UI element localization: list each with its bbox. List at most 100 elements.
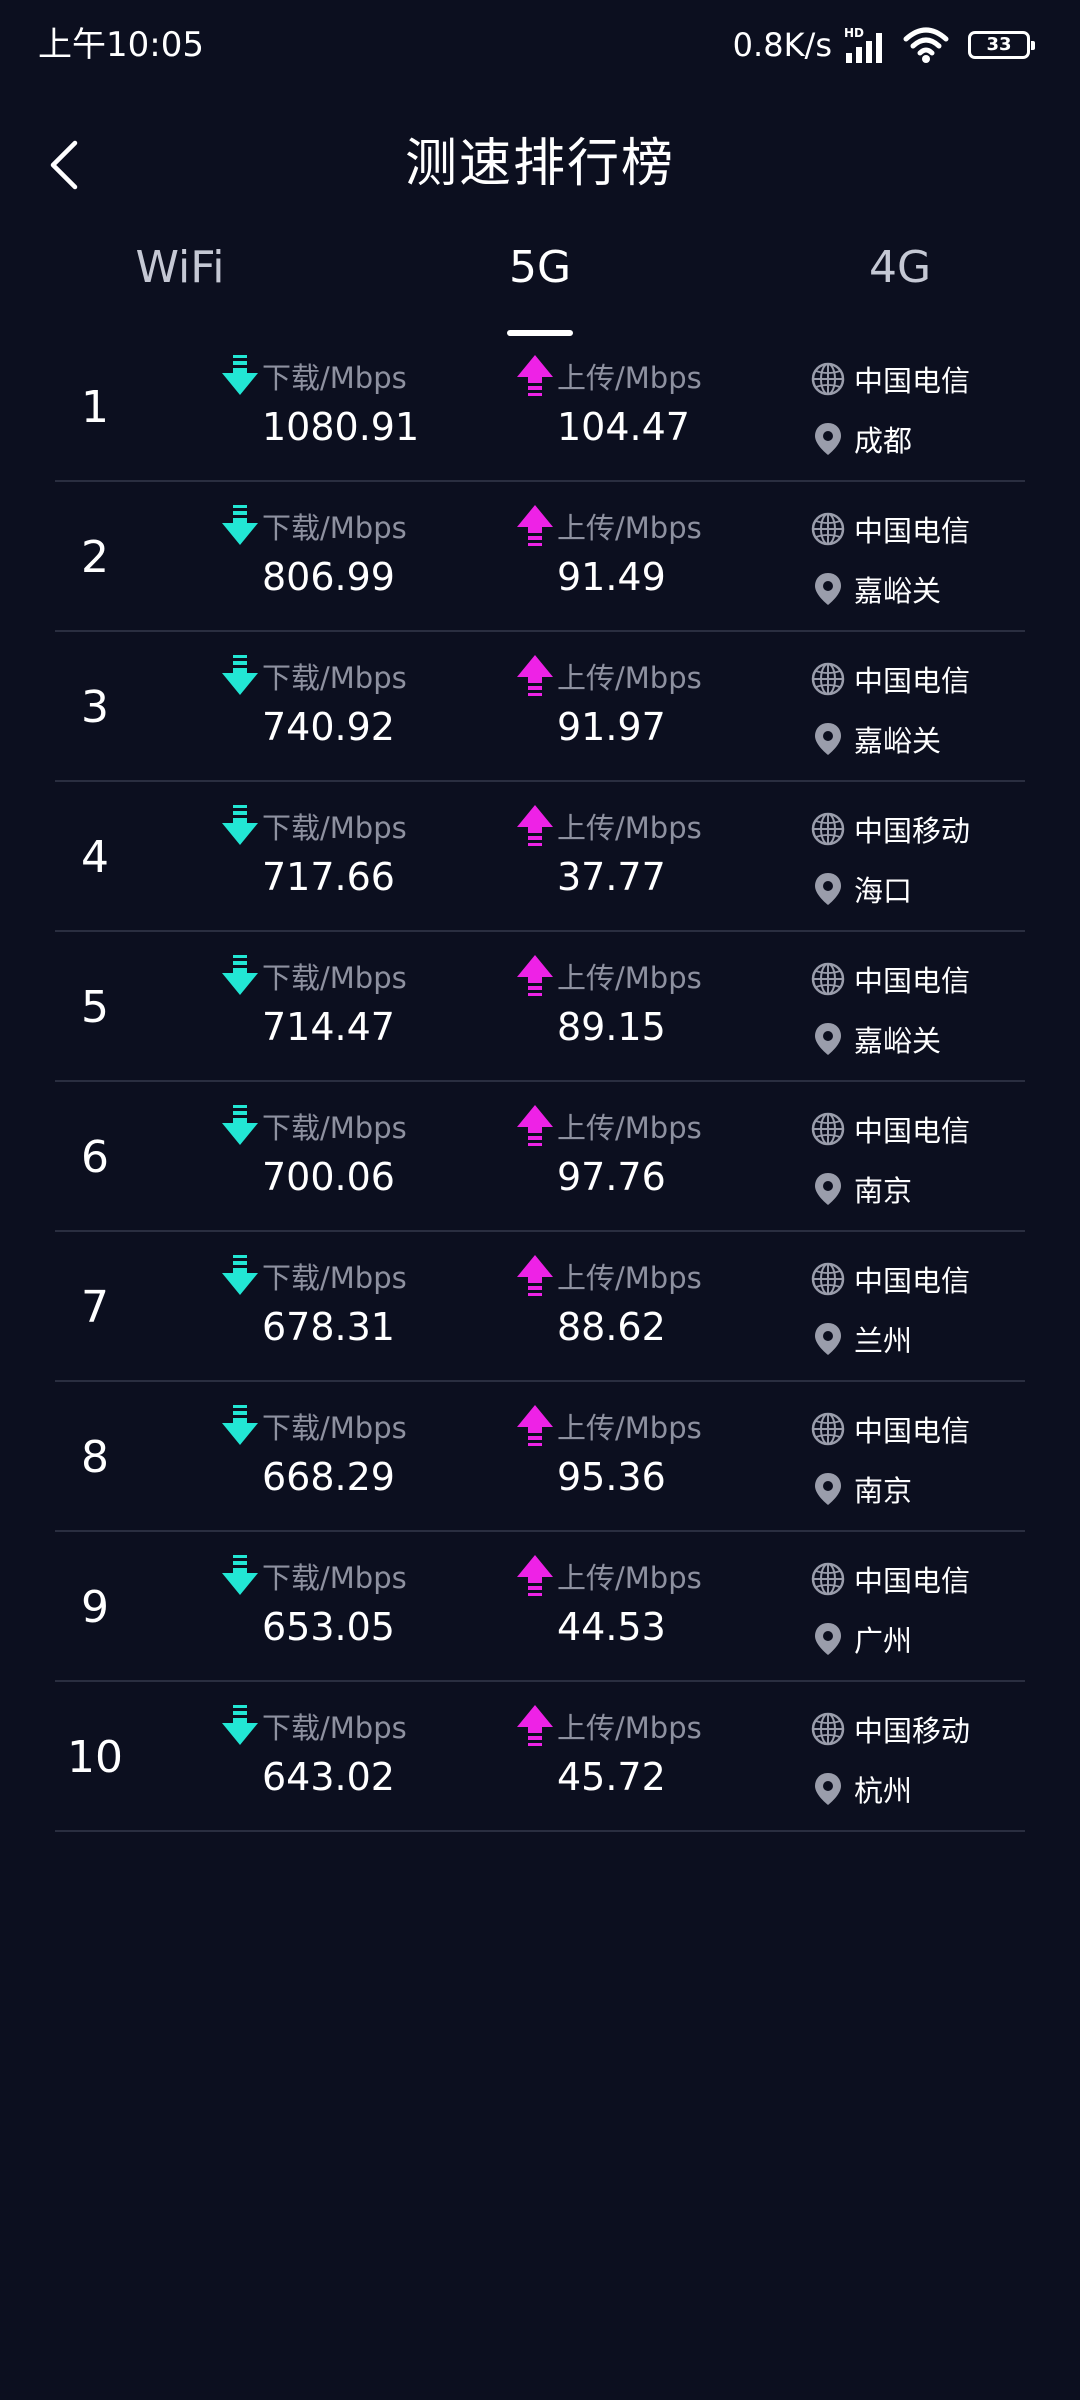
ranking-row[interactable]: 4 下载/Mbps 717.66 [55, 782, 1025, 932]
rank-number: 6 [81, 1131, 109, 1183]
test-info: 中国电信 南京 [810, 1404, 970, 1524]
tab-5g[interactable]: 5G [508, 242, 572, 293]
carrier-name: 中国移动 [854, 814, 971, 848]
location-pin-icon [815, 1323, 841, 1355]
tab-wifi[interactable]: WiFi [135, 242, 225, 293]
city-name: 兰州 [854, 1324, 913, 1358]
download-arrow-icon [222, 355, 258, 395]
upload-arrow-icon [517, 1555, 553, 1596]
upload-value: 88.62 [557, 1305, 666, 1349]
rank-number: 8 [81, 1431, 109, 1483]
ranking-row[interactable]: 2 下载/Mbps 806.99 [55, 482, 1025, 632]
download-label: 下载/Mbps [262, 811, 407, 845]
ranking-row[interactable]: 10 下载/Mbps 643.02 [55, 1682, 1025, 1832]
back-button[interactable] [30, 130, 100, 200]
upload-metric: 上传/Mbps 95.36 [515, 1404, 702, 1502]
download-metric: 下载/Mbps 717.66 [220, 804, 407, 902]
network-speed: 0.8K/s [732, 26, 832, 64]
page-title: 测速排行榜 [404, 134, 675, 194]
globe-icon [811, 1562, 845, 1596]
upload-arrow-icon [517, 805, 553, 846]
test-info: 中国电信 广州 [810, 1554, 970, 1674]
location-pin-icon [815, 1623, 841, 1655]
ranking-row[interactable]: 1 下载/Mbps 1080.91 [55, 332, 1025, 482]
download-metric: 下载/Mbps 653.05 [220, 1554, 407, 1652]
upload-arrow-icon [517, 1255, 553, 1296]
upload-value: 91.49 [557, 555, 666, 599]
test-info: 中国电信 嘉峪关 [810, 654, 970, 774]
carrier-name: 中国电信 [854, 964, 971, 998]
upload-arrow-icon [517, 955, 553, 996]
wifi-icon [902, 25, 950, 65]
city-name: 广州 [854, 1624, 913, 1658]
globe-icon [811, 1712, 845, 1746]
upload-value: 95.36 [557, 1455, 666, 1499]
download-label: 下载/Mbps [262, 1711, 407, 1745]
upload-metric: 上传/Mbps 44.53 [515, 1554, 702, 1652]
download-arrow-icon [222, 1555, 258, 1595]
location-pin-icon [815, 1173, 841, 1205]
ranking-row[interactable]: 7 下载/Mbps 678.31 [55, 1232, 1025, 1382]
upload-metric: 上传/Mbps 89.15 [515, 954, 702, 1052]
download-label: 下载/Mbps [262, 1111, 407, 1145]
upload-metric: 上传/Mbps 97.76 [515, 1104, 702, 1202]
test-info: 中国移动 杭州 [810, 1704, 970, 1824]
signal-icon: HD [842, 25, 892, 65]
globe-icon [811, 1262, 845, 1296]
upload-value: 104.47 [557, 405, 690, 449]
download-label: 下载/Mbps [262, 361, 407, 395]
carrier-name: 中国电信 [854, 1564, 971, 1598]
city-name: 南京 [854, 1174, 913, 1208]
download-metric: 下载/Mbps 668.29 [220, 1404, 407, 1502]
upload-label: 上传/Mbps [557, 511, 702, 545]
upload-label: 上传/Mbps [557, 961, 702, 995]
carrier-name: 中国电信 [854, 664, 971, 698]
download-metric: 下载/Mbps 678.31 [220, 1254, 407, 1352]
network-tabs: WiFi 5G 4G [0, 230, 1080, 340]
upload-metric: 上传/Mbps 88.62 [515, 1254, 702, 1352]
download-value: 740.92 [262, 705, 395, 749]
download-arrow-icon [222, 505, 258, 545]
download-value: 668.29 [262, 1455, 395, 1499]
location-pin-icon [815, 1473, 841, 1505]
upload-metric: 上传/Mbps 91.49 [515, 504, 702, 602]
ranking-row[interactable]: 9 下载/Mbps 653.05 [55, 1532, 1025, 1682]
location-pin-icon [815, 1773, 841, 1805]
tab-4g[interactable]: 4G [868, 242, 932, 293]
city-name: 嘉峪关 [854, 574, 942, 608]
upload-value: 44.53 [557, 1605, 666, 1649]
upload-label: 上传/Mbps [557, 811, 702, 845]
city-name: 海口 [854, 874, 913, 908]
download-label: 下载/Mbps [262, 961, 407, 995]
download-arrow-icon [222, 1105, 258, 1145]
download-metric: 下载/Mbps 700.06 [220, 1104, 407, 1202]
upload-arrow-icon [517, 505, 553, 546]
download-value: 806.99 [262, 555, 395, 599]
upload-arrow-icon [517, 1105, 553, 1146]
ranking-row[interactable]: 3 下载/Mbps 740.92 [55, 632, 1025, 782]
test-info: 中国移动 海口 [810, 804, 970, 924]
ranking-row[interactable]: 6 下载/Mbps 700.06 [55, 1082, 1025, 1232]
download-arrow-icon [222, 1705, 258, 1745]
globe-icon [811, 962, 845, 996]
ranking-row[interactable]: 5 下载/Mbps 714.47 [55, 932, 1025, 1082]
download-arrow-icon [222, 655, 258, 695]
carrier-name: 中国电信 [854, 1264, 971, 1298]
rank-number: 1 [81, 381, 109, 433]
test-info: 中国电信 嘉峪关 [810, 954, 970, 1074]
rank-number: 3 [81, 681, 109, 733]
active-tab-indicator [507, 330, 573, 336]
download-metric: 下载/Mbps 1080.91 [220, 354, 419, 452]
upload-label: 上传/Mbps [557, 1411, 702, 1445]
upload-label: 上传/Mbps [557, 1711, 702, 1745]
download-value: 1080.91 [262, 405, 420, 449]
upload-metric: 上传/Mbps 37.77 [515, 804, 702, 902]
upload-value: 91.97 [557, 705, 666, 749]
globe-icon [811, 1112, 845, 1146]
location-pin-icon [815, 1023, 841, 1055]
carrier-name: 中国电信 [854, 1114, 971, 1148]
ranking-row[interactable]: 8 下载/Mbps 668.29 [55, 1382, 1025, 1532]
download-label: 下载/Mbps [262, 511, 407, 545]
upload-label: 上传/Mbps [557, 661, 702, 695]
upload-value: 97.76 [557, 1155, 666, 1199]
